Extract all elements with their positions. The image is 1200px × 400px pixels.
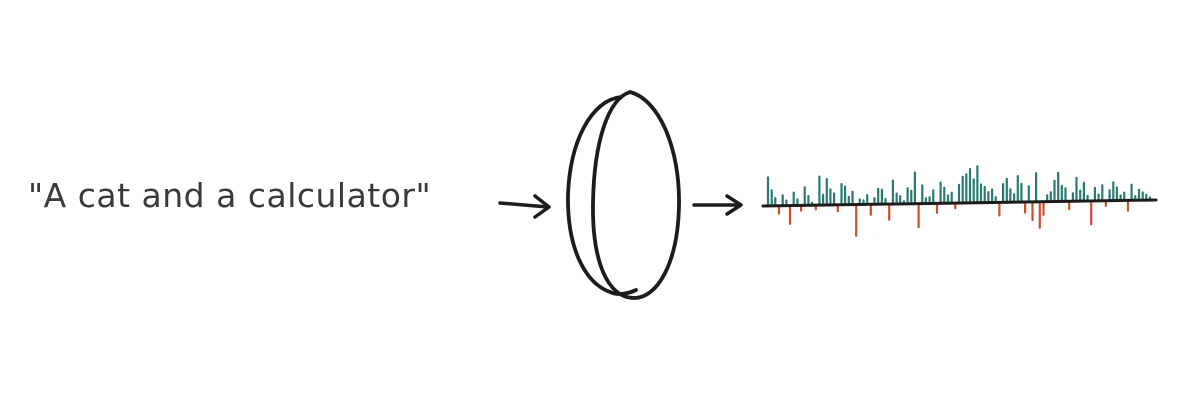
arrow-right-icon [692,194,743,216]
prompt-text: "A cat and a calculator" [28,176,431,215]
arrow-right-icon [498,194,551,219]
embedding-spikes-icon [761,165,1158,237]
lens-icon [566,90,681,300]
embedding-axis [761,198,1158,208]
